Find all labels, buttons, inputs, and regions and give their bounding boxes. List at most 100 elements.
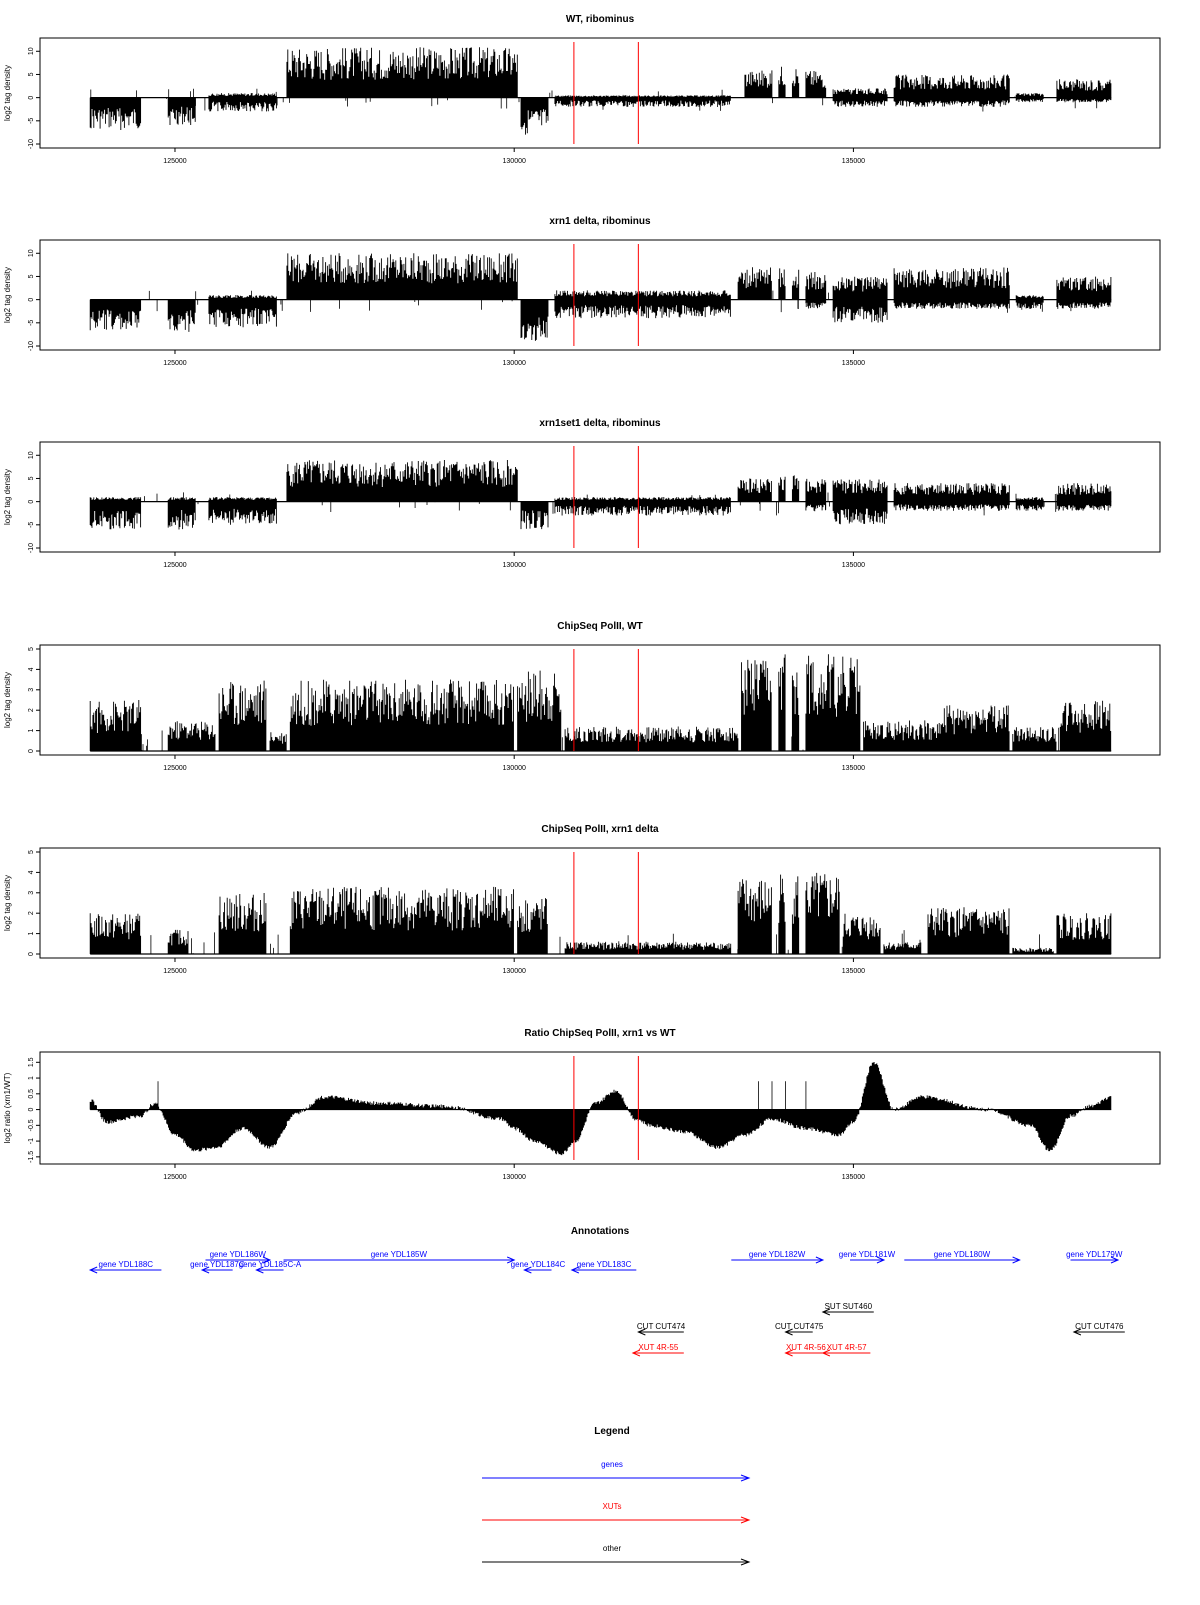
annotation-item: gene YDL185C-A — [239, 1260, 302, 1274]
panel-title: xrn1set1 delta, ribominus — [539, 418, 661, 429]
y-tick-label: 0 — [28, 500, 35, 504]
annotation-item: gene YDL188C — [88, 1260, 162, 1274]
arrowhead-left — [255, 1266, 264, 1274]
annotation-item: gene YDL186W — [205, 1250, 272, 1264]
arrowhead-right — [876, 1256, 886, 1264]
panel-3: xrn1set1 delta, ribominus log2 tag densit… — [3, 418, 1161, 569]
panel-title: ChipSeq PolII, xrn1 delta — [541, 824, 659, 835]
x-tick-label: 125000 — [163, 360, 186, 367]
arrowhead-left — [821, 1349, 831, 1357]
x-tick-label: 125000 — [163, 968, 186, 975]
arrowhead-left — [784, 1328, 793, 1336]
annotation-item: XUT 4R-55 — [631, 1343, 684, 1357]
y-tick-label: 3 — [28, 891, 35, 895]
arrowhead-left — [784, 1349, 793, 1357]
annotation-label: gene YDL181W — [839, 1250, 896, 1259]
arrowhead-left — [523, 1266, 532, 1274]
y-axis-label: log2 ratio (xrn1/WT) — [3, 1072, 12, 1143]
y-tick-label: 5 — [28, 647, 35, 651]
x-tick-label: 125000 — [163, 158, 186, 165]
y-axis-label: log2 tag density — [3, 875, 12, 931]
annotation-label: XUT 4R-55 — [638, 1343, 678, 1352]
annotation-label: CUT CUT474 — [637, 1322, 686, 1331]
arrowhead-left — [570, 1266, 580, 1274]
annotation-label: CUT CUT475 — [775, 1322, 824, 1331]
x-tick-label: 130000 — [503, 158, 526, 165]
annotation-item: CUT CUT474 — [637, 1322, 686, 1336]
arrowhead-left — [1072, 1328, 1082, 1336]
y-tick-label: 1 — [28, 1076, 35, 1080]
data-bars — [89, 460, 1112, 530]
legend-item: other — [482, 1544, 751, 1566]
y-axis-label: log2 tag density — [3, 672, 12, 728]
data-bars — [89, 872, 1112, 954]
panel-title: WT, ribominus — [566, 14, 635, 25]
data-bars — [89, 1062, 1112, 1156]
legend-label: genes — [601, 1460, 623, 1469]
annotation-item: gene YDL185W — [283, 1250, 516, 1264]
panel-2: xrn1 delta, ribominus log2 tag density 10 5… — [3, 216, 1161, 367]
plot-frame — [39, 239, 1161, 351]
panel-6: Ratio ChipSeq PolII, xrn1 vs WT log2 rati… — [3, 1028, 1161, 1181]
bar-marks — [89, 460, 1112, 530]
x-tick-label: 135000 — [842, 968, 865, 975]
y-tick-label: 2 — [28, 911, 35, 915]
y-tick-label: 0 — [28, 952, 35, 956]
annotation-label: gene YDL185W — [371, 1250, 428, 1259]
data-bars — [89, 47, 1112, 135]
x-tick-label: 130000 — [503, 1174, 526, 1181]
arrowhead-left — [637, 1328, 646, 1336]
y-tick-label: 0 — [28, 1108, 35, 1112]
x-tick-label: 130000 — [503, 562, 526, 569]
panel-4: ChipSeq PolII, WT log2 tag density 5 4 3 2 1 0 1… — [3, 621, 1161, 772]
legend-item: XUTs — [482, 1502, 751, 1524]
y-axis-label: log2 tag density — [3, 65, 12, 121]
arrowhead-right — [1110, 1256, 1120, 1264]
y-tick-label: 1 — [28, 932, 35, 936]
annotation-item: gene YDL187C — [190, 1260, 245, 1274]
arrowhead-right — [1012, 1256, 1021, 1264]
panel-1: WT, ribominus log2 tag density 10 5 0 -5 -10 12… — [3, 14, 1161, 165]
annotation-label: gene YDL188C — [99, 1260, 154, 1269]
panel-title: xrn1 delta, ribominus — [549, 216, 651, 227]
annotation-item: SUT SUT460 — [821, 1302, 874, 1316]
y-tick-label: -5 — [28, 522, 35, 528]
y-tick-label: -10 — [28, 341, 35, 351]
y-tick-label: 4 — [28, 870, 35, 874]
y-tick-label: 10 — [28, 451, 35, 459]
arrowhead-left — [631, 1349, 641, 1357]
annotation-item: XUT 4R-56 — [784, 1343, 826, 1357]
arrowhead-left — [88, 1266, 98, 1274]
y-tick-label: 0 — [28, 749, 35, 753]
bar-marks — [89, 47, 1112, 135]
annotations-title: Annotations — [571, 1226, 630, 1237]
x-tick-label: 135000 — [842, 1174, 865, 1181]
annotation-label: XUT 4R-56 — [786, 1343, 826, 1352]
annotation-item: gene YDL179W — [1066, 1250, 1123, 1264]
x-tick-label: 135000 — [842, 360, 865, 367]
y-tick-label: -1 — [28, 1138, 35, 1144]
y-tick-label: 0 — [28, 96, 35, 100]
arrowhead-left — [821, 1308, 831, 1316]
arrowhead-right — [262, 1256, 272, 1264]
x-tick-label: 130000 — [503, 360, 526, 367]
y-tick-label: 1.5 — [28, 1057, 35, 1067]
legend-arrowhead — [740, 1516, 751, 1524]
legend-label: other — [603, 1544, 622, 1553]
arrowhead-left — [200, 1266, 210, 1274]
y-tick-label: 5 — [28, 850, 35, 854]
y-tick-label: -10 — [28, 139, 35, 149]
x-tick-label: 125000 — [163, 562, 186, 569]
annotation-item: gene YDL183C — [570, 1260, 637, 1274]
y-tick-label: 0.5 — [28, 1089, 35, 1099]
plot-frame — [39, 847, 1161, 959]
plot-frame — [39, 441, 1161, 553]
y-tick-label: 10 — [28, 249, 35, 257]
annotation-item: CUT CUT475 — [775, 1322, 824, 1336]
y-tick-label: -1.5 — [28, 1151, 35, 1163]
annotation-item: gene YDL181W — [839, 1250, 896, 1264]
legend: Legend genes XUTs other — [482, 1426, 751, 1566]
annotation-label: gene YDL182W — [749, 1250, 806, 1259]
plot-frame — [39, 644, 1161, 756]
annotation-item: gene YDL184C — [511, 1260, 565, 1274]
